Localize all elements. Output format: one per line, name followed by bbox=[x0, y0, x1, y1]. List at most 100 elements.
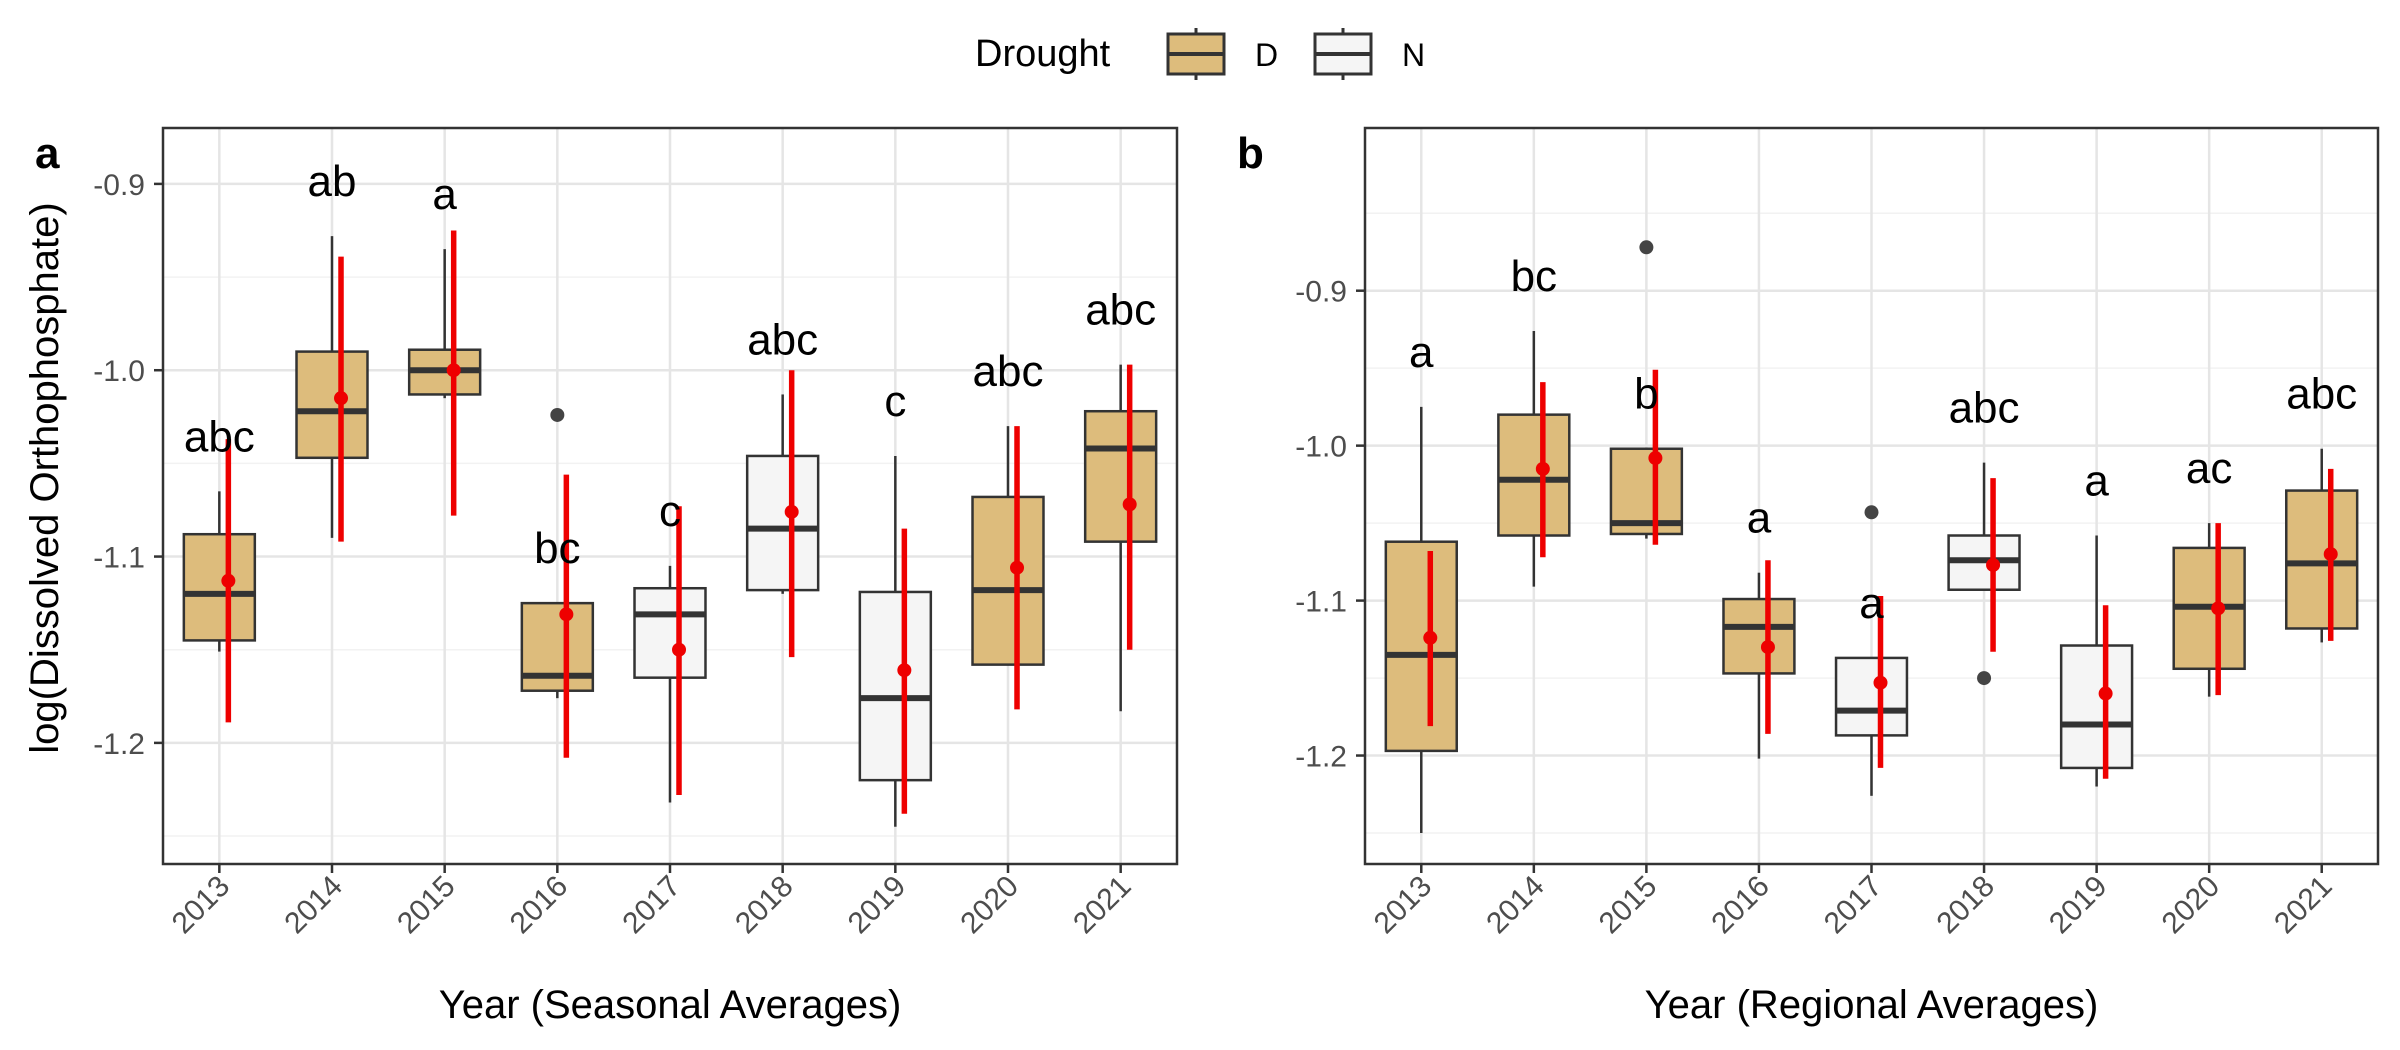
outlier-point bbox=[1639, 240, 1654, 255]
significance-letter: a bbox=[1859, 579, 1884, 628]
outlier-point bbox=[1977, 671, 1992, 686]
x-tick-label: 2021 bbox=[1067, 870, 1138, 941]
y-tick-label: -1.0 bbox=[93, 355, 145, 388]
outlier-point bbox=[550, 407, 565, 422]
box-body bbox=[633, 586, 707, 679]
mean-point bbox=[2323, 547, 2338, 562]
significance-letter: c bbox=[659, 487, 681, 536]
x-tick-label: 2020 bbox=[2156, 870, 2227, 941]
box-body bbox=[295, 350, 369, 460]
significance-letter: abc bbox=[184, 412, 255, 461]
mean-point bbox=[221, 573, 236, 588]
x-tick-label: 2014 bbox=[278, 870, 349, 941]
x-axis-label: Year (Regional Averages) bbox=[1645, 983, 2099, 1027]
box-2019: a bbox=[2059, 457, 2134, 787]
significance-letter: a bbox=[1747, 494, 1772, 543]
y-tick-label: -1.1 bbox=[93, 542, 145, 575]
box-2016: a bbox=[1722, 494, 1796, 759]
mean-point bbox=[1873, 675, 1888, 690]
y-tick-label: -1.2 bbox=[1295, 741, 1347, 774]
box-2018: abc bbox=[745, 315, 820, 658]
x-tick-label: 2013 bbox=[166, 870, 237, 941]
x-tick-label: 2016 bbox=[504, 870, 575, 941]
y-tick-label: -1.1 bbox=[1295, 586, 1347, 619]
significance-letter: abc bbox=[747, 315, 818, 364]
x-tick-label: 2018 bbox=[1930, 870, 2001, 941]
x-tick-label: 2017 bbox=[616, 870, 687, 941]
significance-letter: c bbox=[884, 377, 906, 426]
significance-letter: a bbox=[432, 170, 457, 219]
mean-point bbox=[897, 663, 912, 678]
box-2014: bc bbox=[1497, 252, 1571, 587]
box-body bbox=[182, 532, 257, 642]
box-body bbox=[2059, 644, 2134, 770]
legend: Drought D N bbox=[975, 28, 1425, 80]
mean-point bbox=[1423, 630, 1438, 645]
box-2013: a bbox=[1384, 328, 1458, 834]
box-body bbox=[1609, 447, 1684, 536]
x-tick-label: 2019 bbox=[2043, 870, 2114, 941]
mean-point bbox=[446, 363, 461, 378]
legend-label: D bbox=[1255, 37, 1278, 73]
box-body bbox=[858, 590, 933, 782]
mean-point bbox=[334, 391, 349, 406]
mean-point bbox=[1760, 640, 1775, 655]
box-2014: ab bbox=[295, 157, 369, 542]
x-tick-label: 2016 bbox=[1705, 870, 1776, 941]
mean-point bbox=[672, 642, 687, 657]
box-2013: abc bbox=[182, 412, 257, 723]
significance-letter: ac bbox=[2186, 444, 2232, 493]
box-2017: c bbox=[633, 487, 707, 803]
box-body bbox=[1497, 413, 1571, 537]
x-tick-label: 2018 bbox=[729, 870, 800, 941]
mean-point bbox=[1986, 557, 2001, 572]
panel-tag: a bbox=[35, 129, 60, 178]
box-2020: ac bbox=[2172, 444, 2246, 697]
significance-letter: a bbox=[2084, 457, 2109, 506]
panel-tag: b bbox=[1237, 129, 1264, 178]
box-2015: a bbox=[407, 170, 482, 516]
significance-letter: abc bbox=[973, 347, 1044, 396]
outlier-point bbox=[1864, 505, 1879, 520]
box-2017: a bbox=[1834, 505, 1909, 796]
mean-point bbox=[1535, 461, 1550, 476]
y-tick-label: -1.0 bbox=[1295, 431, 1347, 464]
box-2021: abc bbox=[1083, 286, 1158, 712]
y-tick-label: -0.9 bbox=[1295, 276, 1347, 309]
mean-point bbox=[1122, 497, 1137, 512]
mean-point bbox=[1010, 560, 1025, 575]
box-2020: abc bbox=[971, 347, 1045, 710]
x-tick-label: 2015 bbox=[391, 870, 462, 941]
significance-letter: abc bbox=[2286, 370, 2357, 419]
box-2016: bc bbox=[520, 407, 595, 758]
mean-point bbox=[2098, 686, 2113, 701]
y-tick-label: -1.2 bbox=[93, 728, 145, 761]
x-tick-label: 2020 bbox=[954, 870, 1025, 941]
x-tick-label: 2019 bbox=[842, 870, 913, 941]
box-body bbox=[1834, 656, 1909, 737]
y-axis-label: log(Dissolved Orthophosphate) bbox=[23, 202, 67, 753]
x-axis-label: Year (Seasonal Averages) bbox=[439, 983, 902, 1027]
y-tick-label: -0.9 bbox=[93, 169, 145, 202]
significance-letter: abc bbox=[1085, 286, 1156, 335]
mean-point bbox=[559, 607, 574, 622]
legend-title: Drought bbox=[975, 33, 1111, 75]
x-tick-label: 2014 bbox=[1480, 870, 1551, 941]
box-body bbox=[1722, 597, 1796, 675]
box-2018: abc bbox=[1947, 384, 2021, 686]
box-body bbox=[1384, 540, 1458, 753]
box-2021: abc bbox=[2285, 370, 2359, 643]
significance-letter: a bbox=[1409, 328, 1434, 377]
legend-item-d: D bbox=[1166, 28, 1278, 80]
mean-point bbox=[784, 504, 799, 519]
mean-point bbox=[2211, 601, 2226, 616]
x-tick-label: 2013 bbox=[1368, 870, 1439, 941]
x-tick-label: 2015 bbox=[1593, 870, 1664, 941]
x-tick-label: 2017 bbox=[1818, 870, 1889, 941]
mean-point bbox=[1648, 451, 1663, 466]
box-2019: c bbox=[858, 377, 933, 827]
significance-letter: bc bbox=[1511, 252, 1557, 301]
